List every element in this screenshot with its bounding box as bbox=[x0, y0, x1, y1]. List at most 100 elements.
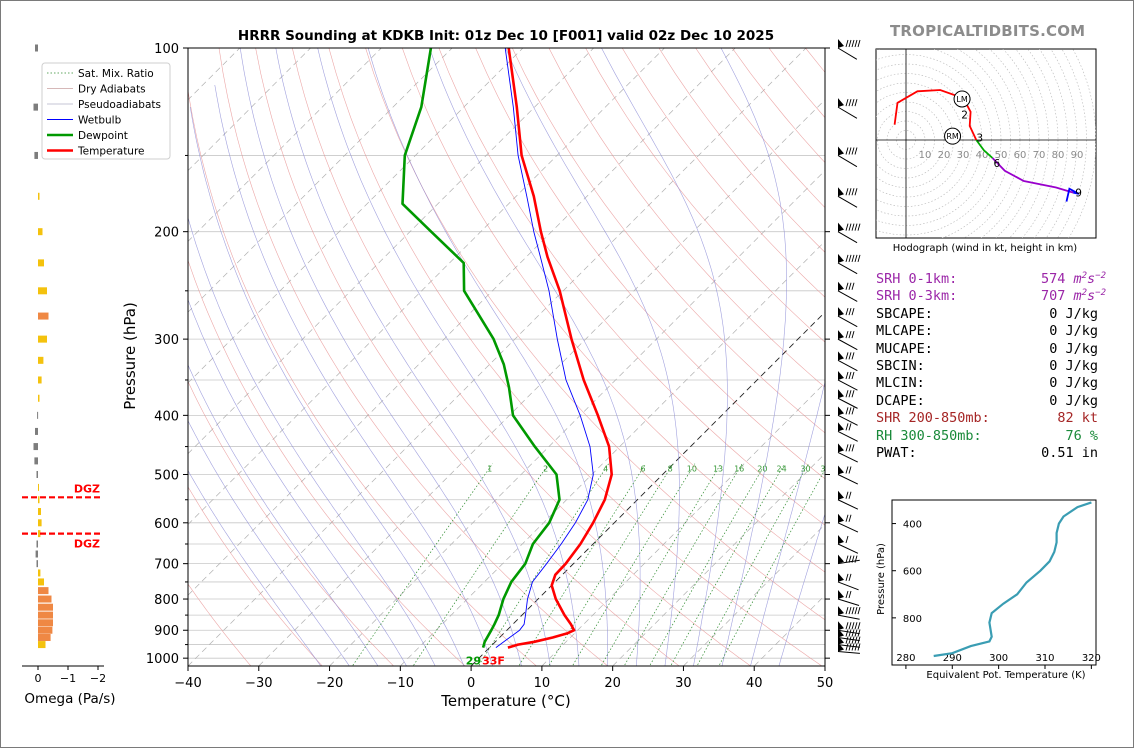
dry-adiabat bbox=[188, 583, 252, 666]
dry-adiabat bbox=[255, 48, 680, 666]
wind-barb-feather bbox=[854, 223, 858, 231]
wind-barb-flag bbox=[838, 307, 844, 317]
y-tick-label: 900 bbox=[154, 624, 179, 639]
mixing-ratio-line bbox=[718, 468, 825, 666]
mixing-ratio-line bbox=[696, 463, 809, 666]
isotherm-line bbox=[683, 523, 825, 666]
pseudoadiabat bbox=[750, 380, 825, 666]
pseudoadiabat bbox=[778, 512, 825, 666]
x-tick-label: −40 bbox=[174, 676, 201, 691]
stat-label: PWAT: bbox=[876, 444, 917, 461]
wind-barb-feather bbox=[848, 188, 852, 196]
x-tick-label: 30 bbox=[675, 676, 692, 691]
wind-barb-shaft bbox=[837, 290, 858, 302]
wind-barb-feather bbox=[845, 636, 849, 644]
dry-adiabat bbox=[218, 48, 609, 666]
hodograph: Hodograph (wind in kt, height in km) 10 2… bbox=[875, 48, 1097, 254]
wind-barb-feather bbox=[845, 573, 849, 582]
wind-barb-shaft bbox=[837, 451, 858, 463]
mixing-ratio-line bbox=[548, 463, 674, 666]
pseudoadiabat bbox=[505, 48, 680, 666]
wind-barb-shaft bbox=[837, 262, 858, 275]
stat-label: RH 300-850mb: bbox=[876, 427, 982, 444]
wind-barb-feather bbox=[854, 147, 858, 155]
wind-barb-flag bbox=[838, 389, 844, 399]
wind-barb-feather bbox=[848, 423, 852, 431]
wind-barb-feather bbox=[848, 99, 852, 107]
pseudoadiabat bbox=[239, 48, 522, 666]
hodograph-ring-label: 90 bbox=[1071, 150, 1084, 161]
theta-e-profile: Equivalent Pot. Temperature (K) Pressure… bbox=[876, 499, 1101, 681]
stat-row: RH 300-850mb: 76 % bbox=[876, 428, 1106, 445]
stat-value: 574 m2s−2 bbox=[1040, 271, 1106, 287]
hodograph-ring-label: 20 bbox=[938, 150, 951, 161]
hodograph-ring-label: 40 bbox=[976, 150, 989, 161]
omega-bar bbox=[33, 443, 38, 451]
dgz-label: DGZ bbox=[74, 482, 100, 495]
hodograph-height-label: 6 bbox=[994, 158, 1001, 170]
isotherm-line bbox=[188, 48, 807, 666]
wind-barb-flag bbox=[838, 490, 844, 500]
omega-bar bbox=[38, 634, 51, 642]
omega-bar bbox=[38, 508, 41, 516]
omega-bar bbox=[38, 376, 42, 384]
omega-bar bbox=[33, 103, 38, 111]
wind-barb-flag bbox=[838, 146, 844, 156]
srh-unit-tail: s bbox=[1087, 271, 1096, 287]
wind-barb-feather bbox=[851, 147, 855, 155]
wind-barb-flag bbox=[838, 572, 844, 582]
wind-barb-feather bbox=[848, 39, 852, 48]
wind-barb-feather bbox=[845, 466, 849, 474]
mixing-ratio-line bbox=[649, 463, 766, 666]
wind-barb-flag bbox=[838, 590, 844, 600]
dry-adiabat bbox=[365, 48, 825, 621]
stat-label: SRH 0-3km: bbox=[876, 288, 958, 305]
omega-bar bbox=[38, 483, 39, 491]
stat-row: SHR 200-850mb: 82 kt bbox=[876, 410, 1106, 427]
wind-barb-feather bbox=[857, 39, 861, 48]
wind-barb-feather bbox=[848, 629, 852, 637]
stat-row: PWAT: 0.51 in bbox=[876, 445, 1106, 462]
stat-label: SBCIN: bbox=[876, 357, 925, 374]
omega-bar bbox=[35, 550, 38, 558]
wind-barb-feather bbox=[845, 282, 849, 290]
theta-x-tick-label: 320 bbox=[1082, 653, 1101, 664]
series-wetbulb bbox=[495, 48, 594, 648]
wind-barb-shaft bbox=[837, 155, 858, 168]
srh-unit-sup: 2 bbox=[1081, 288, 1088, 299]
y-tick-label: 500 bbox=[154, 468, 179, 483]
srh-unit-tail: s bbox=[1087, 288, 1096, 305]
stat-label: MLCAPE: bbox=[876, 323, 933, 340]
omega-bar bbox=[38, 641, 46, 649]
wind-barb-flag bbox=[838, 443, 844, 453]
wind-barb-feather bbox=[857, 254, 861, 263]
surface-temp-label: 33F bbox=[482, 655, 505, 668]
wind-barb-flag bbox=[838, 554, 844, 564]
stat-row: SRH 0-3km: 707 m2s−2 bbox=[876, 288, 1106, 305]
hodograph-height-label: 2 bbox=[961, 109, 968, 121]
omega-bar bbox=[38, 192, 40, 200]
dry-adiabat bbox=[328, 48, 823, 666]
mixing-ratio-line bbox=[571, 463, 696, 666]
wind-barb-shaft bbox=[837, 499, 859, 510]
y-tick-label: 1000 bbox=[146, 652, 179, 667]
legend-label: Pseudoadiabats bbox=[78, 99, 161, 111]
pseudoadiabat bbox=[188, 364, 379, 666]
hodograph-segment bbox=[1065, 187, 1080, 202]
mixing-ratio-line bbox=[518, 463, 647, 666]
wind-barb-shaft bbox=[837, 430, 858, 442]
wind-barb-feather bbox=[845, 147, 849, 155]
wind-barb-feather bbox=[845, 606, 849, 615]
x-tick-label: −30 bbox=[245, 676, 272, 691]
wind-barb-feather bbox=[845, 629, 849, 637]
hodograph-segment bbox=[975, 139, 994, 159]
omega-bar bbox=[38, 287, 47, 295]
omega-bar bbox=[38, 530, 41, 538]
wind-barb-feather bbox=[857, 629, 861, 637]
wind-barb-feather bbox=[848, 282, 852, 290]
y-tick-label: 100 bbox=[154, 42, 179, 57]
omega-tick-label: −1 bbox=[60, 672, 76, 685]
mixing-ratio-label: 8 bbox=[668, 464, 673, 473]
omega-bar bbox=[38, 394, 40, 402]
omega-bar bbox=[36, 470, 38, 478]
